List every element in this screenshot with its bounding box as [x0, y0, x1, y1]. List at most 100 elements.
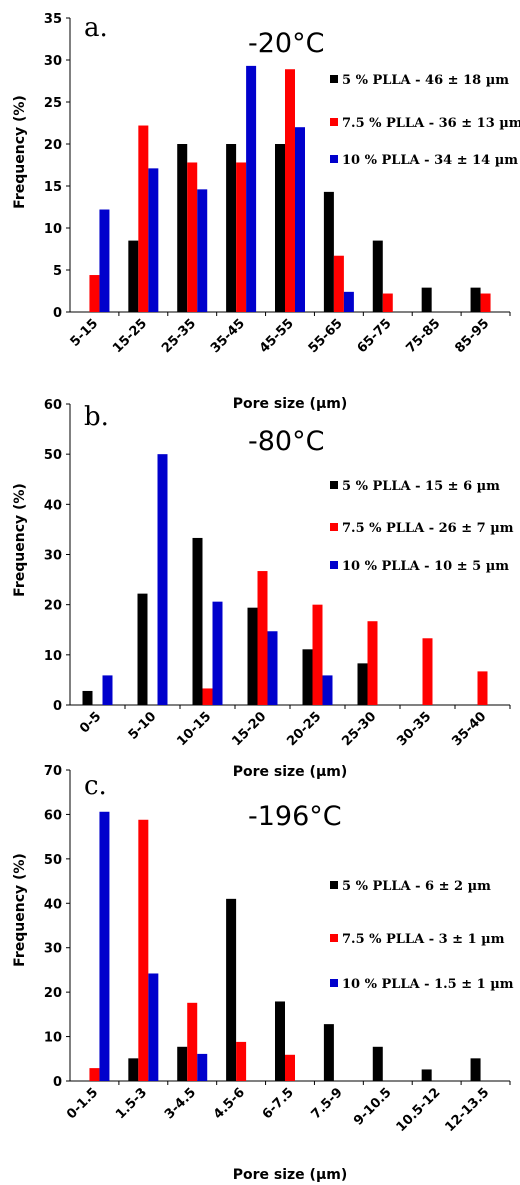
bar	[197, 1053, 208, 1081]
bar	[480, 293, 491, 312]
bar	[295, 127, 305, 312]
bar	[285, 1054, 295, 1081]
y-tick-label: 0	[53, 1075, 62, 1090]
x-tick-label: 7.5-9	[309, 1085, 346, 1122]
bar	[226, 144, 237, 312]
x-tick-label: 15-25	[110, 316, 150, 356]
bar	[148, 168, 159, 312]
x-tick-label: 35-45	[208, 316, 248, 356]
y-axis-label: Frequency (%)	[12, 853, 28, 967]
bar	[177, 1046, 188, 1081]
bar	[99, 209, 110, 312]
bar	[137, 593, 148, 705]
temperature-label: -20°C	[248, 28, 324, 59]
bar	[246, 65, 257, 312]
bar	[192, 537, 203, 705]
bar	[421, 287, 432, 312]
legend-swatch	[330, 155, 338, 163]
bar	[138, 819, 149, 1081]
y-tick-label: 25	[44, 96, 62, 111]
bar	[275, 144, 285, 312]
y-tick-label: 50	[44, 853, 62, 868]
bar	[357, 663, 368, 705]
y-tick-label: 10	[44, 1031, 62, 1046]
legend-entry: 7.5 % PLLA - 26 ± 7 µm	[342, 521, 514, 536]
x-tick-label: 3-4.5	[162, 1085, 199, 1122]
y-tick-label: 60	[44, 808, 62, 823]
bar	[177, 144, 188, 312]
y-tick-label: 20	[44, 599, 62, 614]
legend-swatch	[330, 118, 338, 126]
legend-entry: 5 % PLLA - 6 ± 2 µm	[342, 879, 491, 894]
bar	[302, 649, 313, 705]
x-tick-label: 25-35	[159, 316, 199, 356]
bar	[212, 601, 223, 705]
y-tick-label: 30	[44, 54, 62, 69]
bar	[470, 1058, 481, 1081]
bar	[257, 571, 268, 705]
bar	[343, 291, 354, 312]
bar	[372, 240, 383, 312]
bar	[422, 638, 433, 705]
bar	[421, 1069, 432, 1081]
y-tick-label: 40	[44, 498, 62, 513]
temperature-label: -80°C	[248, 426, 324, 457]
y-tick-label: 5	[53, 264, 62, 279]
legend-entry: 7.5 % PLLA - 36 ± 13 µm	[342, 116, 520, 131]
x-tick-label: 1.5-3	[113, 1085, 150, 1122]
bar	[323, 1024, 334, 1081]
x-axis-label: Pore size (µm)	[233, 764, 348, 780]
bar	[236, 162, 247, 312]
bar	[333, 255, 344, 312]
y-tick-label: 0	[53, 699, 62, 714]
bar	[323, 191, 334, 312]
legend-swatch	[330, 934, 338, 942]
bar	[148, 973, 159, 1081]
bar	[197, 189, 208, 312]
x-tick-label: 0-5	[77, 709, 104, 736]
legend-swatch	[330, 881, 338, 889]
bar	[187, 162, 198, 312]
y-tick-label: 70	[44, 764, 62, 779]
x-tick-label: 4.5-6	[211, 1085, 248, 1122]
bar	[382, 293, 393, 312]
bar	[236, 1041, 247, 1081]
y-tick-label: 10	[44, 222, 62, 237]
x-tick-label: 6-7.5	[260, 1085, 297, 1122]
panel-letter: a.	[84, 13, 108, 43]
y-tick-label: 20	[44, 138, 62, 153]
legend-swatch	[330, 561, 338, 569]
x-axis-label: Pore size (µm)	[233, 396, 348, 412]
bar	[128, 240, 139, 312]
legend-swatch	[330, 75, 338, 83]
x-axis-label: Pore size (µm)	[233, 1167, 348, 1183]
x-tick-label: 45-55	[257, 316, 297, 356]
y-tick-label: 40	[44, 897, 62, 912]
legend-entry: 10 % PLLA - 1.5 ± 1 µm	[342, 977, 514, 992]
x-tick-label: 20-25	[284, 709, 324, 749]
bar	[275, 1001, 285, 1081]
x-tick-label: 35-40	[449, 709, 489, 749]
bar	[226, 898, 237, 1081]
bar	[102, 675, 113, 705]
x-tick-label: 65-75	[355, 316, 395, 356]
x-tick-label: 10-15	[174, 709, 214, 749]
x-tick-label: 75-85	[403, 316, 443, 356]
y-tick-label: 15	[44, 180, 62, 195]
x-tick-label: 15-20	[229, 709, 269, 749]
y-tick-label: 20	[44, 986, 62, 1001]
chart-panel-1: a. -20°C 0 5 10 15 20 25 30 35 Frequency (%) Pore s…	[12, 12, 520, 412]
chart-panel-3: c. -196°C 0 10 20 30 40 50 60 70 Frequency (%) Pore…	[12, 764, 514, 1183]
y-axis-label: Frequency (%)	[12, 95, 28, 209]
y-axis-label: Frequency (%)	[12, 483, 28, 597]
bar	[267, 631, 278, 705]
bar	[372, 1046, 383, 1081]
x-tick-label: 12-13.5	[442, 1085, 492, 1135]
chart-panel-2: b. -80°C 0 10 20 30 40 50 60 Frequency (%) Pore si…	[12, 398, 514, 780]
legend-entry: 10 % PLLA - 34 ± 14 µm	[342, 153, 518, 168]
bar	[322, 675, 333, 705]
bar	[312, 604, 323, 705]
y-tick-label: 50	[44, 448, 62, 463]
panel-letter: b.	[84, 402, 109, 432]
